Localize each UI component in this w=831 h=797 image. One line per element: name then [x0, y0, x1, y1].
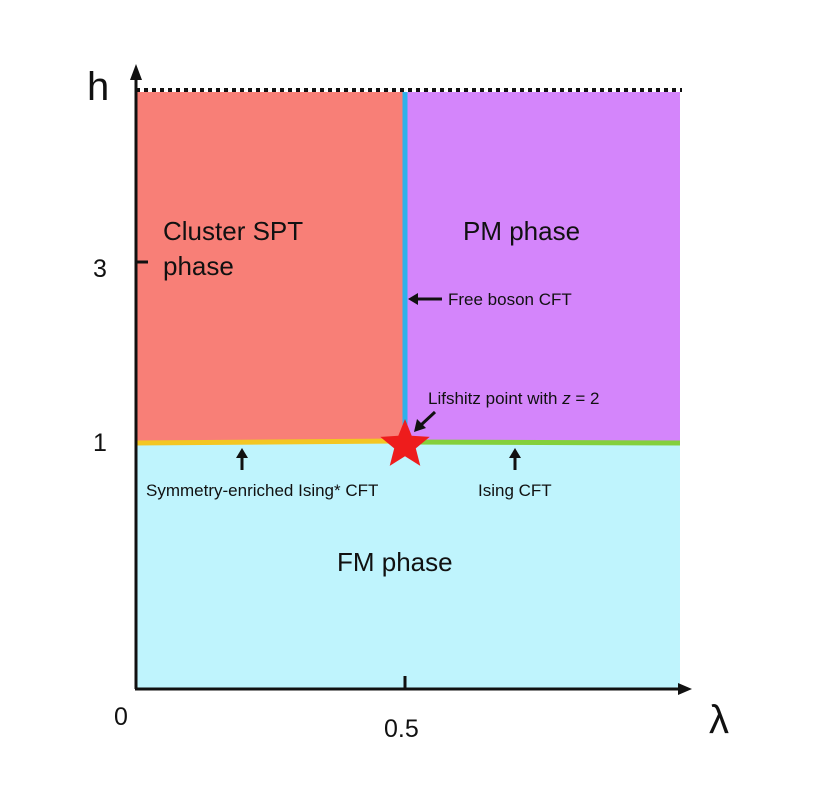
- symmetry-enriched-ising-label: Symmetry-enriched Ising* CFT: [146, 481, 378, 500]
- y-axis-arrowhead: [130, 64, 142, 80]
- lifshitz-label-suffix: = 2: [571, 389, 600, 408]
- symmetry-enriched-ising-line: [135, 438, 405, 446]
- x-axis-arrowhead: [678, 683, 692, 695]
- x-tick-label-0: 0: [114, 703, 128, 731]
- x-axis-symbol: λ: [709, 698, 729, 742]
- free-boson-arrow: [408, 293, 442, 305]
- symmetry-enriched-arrow: [236, 448, 248, 470]
- y-tick-label-1: 1: [93, 429, 107, 457]
- cluster-spt-label-line2: phase: [163, 251, 234, 281]
- pm-region: [404, 92, 680, 443]
- lifshitz-point-star: [380, 419, 430, 466]
- x-tick-label-0.5: 0.5: [384, 715, 419, 743]
- free-boson-label: Free boson CFT: [448, 290, 572, 309]
- fm-region: [136, 443, 680, 689]
- cluster-spt-label-line1: Cluster SPT: [163, 216, 303, 246]
- y-tick-label-3: 3: [93, 255, 107, 283]
- ising-arrow: [509, 448, 521, 470]
- lifshitz-label: Lifshitz point with z = 2: [428, 389, 600, 408]
- lifshitz-arrow: [414, 410, 437, 432]
- lifshitz-label-variable: z: [561, 389, 571, 408]
- pm-phase-label: PM phase: [463, 216, 580, 246]
- cluster-spt-region: [136, 92, 404, 443]
- fm-phase-label: FM phase: [337, 547, 453, 577]
- y-axis-symbol: h: [87, 65, 109, 109]
- ising-line: [403, 439, 681, 446]
- lifshitz-label-prefix: Lifshitz point with: [428, 389, 562, 408]
- ising-cft-label: Ising CFT: [478, 481, 552, 500]
